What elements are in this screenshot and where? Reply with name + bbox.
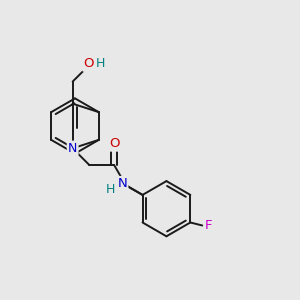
Text: N: N	[68, 142, 77, 155]
Text: O: O	[83, 58, 94, 70]
Text: H: H	[106, 183, 116, 196]
Text: F: F	[205, 219, 212, 232]
Text: N: N	[117, 177, 127, 190]
Text: H: H	[96, 58, 106, 70]
Text: O: O	[109, 137, 119, 150]
